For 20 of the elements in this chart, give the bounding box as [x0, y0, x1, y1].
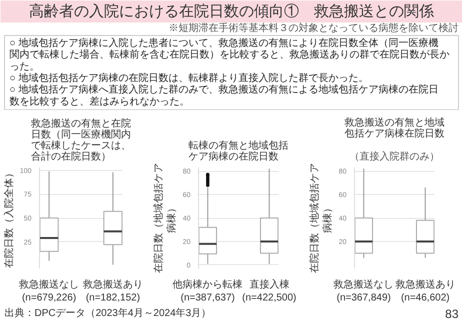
text: 83 [445, 307, 459, 320]
x-tick-label: 直接入棟 (n=422,500) [242, 278, 296, 304]
text: ※短期滞在手術等基本料３の対象となっている病態を除いて検討 [168, 22, 458, 34]
y-axis-title: 在院日数（地域包括ケア病棟） [152, 163, 178, 273]
x-tick-label: 救急搬送あり (n=182,152) [82, 278, 143, 304]
text: 高齢者の入院における在院日数の傾向① 救急搬送との関係 [29, 3, 434, 20]
text: ○ 地域包括ケア病棟に入院した患者について、救急搬送の有無により在院日数全体（同一医療機関内で転棟した場合、転棟前を含む在院日数）を比較すると、救急搬送ありの群で在院日数が長かった。 [10, 36, 450, 72]
x-tick-label: 救急搬送あり (n=46,602) [394, 278, 456, 304]
y-axis-title: 在院日数（入院全体） [2, 168, 15, 268]
x-tick-label: 救急搬送なし (n=367,849) [332, 278, 394, 304]
chart-title: 救急搬送の有無と在院日数（同一医療機関内で転棟したケースは、合計の在院日数） [30, 118, 131, 162]
chart-title: 救急搬送の有無と地域包括ケア病棟在院日数 [344, 116, 444, 140]
y-axis-title: 在院日数（地域包括ケア病棟） [308, 163, 334, 273]
x-tick-label: 他病棟から転棟 (n=387,637) [172, 278, 243, 304]
chart-title: 転棟の有無と地域包括ケア病棟の在院日数 [188, 140, 288, 162]
source-note: 出典：DPCデータ（2023年4月～2024年3月） [4, 307, 212, 319]
chart-subtitle: （直接入院群のみ） [350, 150, 440, 162]
text: ○ 地域包括包括ケア病棟の在院日数は、転棟群より直接入院した群で長かった。 [10, 72, 368, 84]
x-tick-label: 救急搬送なし (n=679,226) [18, 278, 80, 304]
text: ○ 地域包括ケア病棟へ直接入院した群のみで、救急搬送の有無による地域包括ケア病棟の在院日数を比較すると、差はみられなかった。 [10, 84, 438, 108]
